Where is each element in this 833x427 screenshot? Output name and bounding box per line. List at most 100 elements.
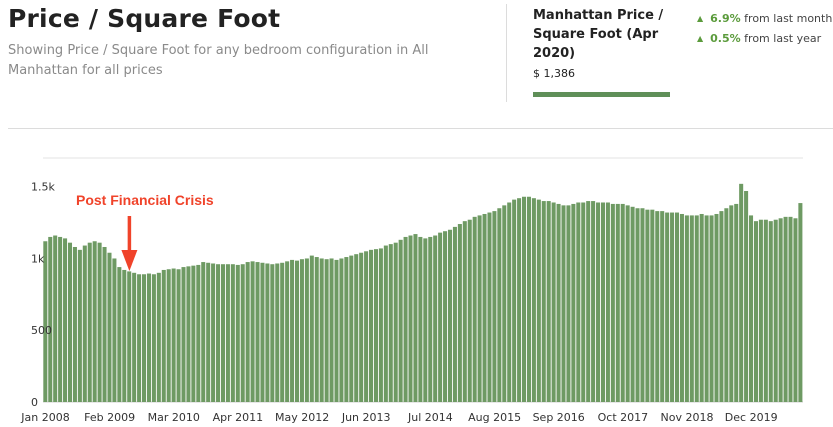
chart-bar[interactable]	[581, 202, 586, 402]
chart-bar[interactable]	[77, 249, 82, 402]
chart-bar[interactable]	[398, 239, 403, 402]
chart-bar[interactable]	[502, 205, 507, 402]
chart-bar[interactable]	[191, 265, 196, 402]
chart-bar[interactable]	[171, 268, 176, 402]
chart-bar[interactable]	[72, 246, 77, 402]
chart-bar[interactable]	[734, 203, 739, 402]
chart-bar[interactable]	[591, 201, 596, 402]
chart-bar[interactable]	[107, 252, 112, 402]
chart-bar[interactable]	[753, 221, 758, 402]
chart-bar[interactable]	[452, 226, 457, 402]
chart-bar[interactable]	[280, 262, 285, 402]
chart-bar[interactable]	[151, 274, 156, 402]
chart-bar[interactable]	[783, 216, 788, 402]
chart-bar[interactable]	[497, 208, 502, 402]
chart-bar[interactable]	[763, 219, 768, 402]
chart-bar[interactable]	[137, 274, 142, 402]
chart-bar[interactable]	[265, 263, 270, 402]
chart-bar[interactable]	[704, 215, 709, 402]
chart-bar[interactable]	[378, 248, 383, 402]
chart-bar[interactable]	[472, 216, 477, 402]
chart-bar[interactable]	[630, 206, 635, 402]
chart-bar[interactable]	[793, 218, 798, 402]
chart-bar[interactable]	[393, 242, 398, 402]
chart-bar[interactable]	[586, 201, 591, 402]
chart-bar[interactable]	[487, 212, 492, 402]
chart-bar[interactable]	[625, 205, 630, 402]
chart-bar[interactable]	[536, 199, 541, 402]
chart-bar[interactable]	[196, 264, 201, 402]
chart-bar[interactable]	[482, 213, 487, 402]
chart-bar[interactable]	[615, 203, 620, 402]
chart-bar[interactable]	[334, 259, 339, 402]
chart-bar[interactable]	[359, 252, 364, 402]
chart-bar[interactable]	[354, 254, 359, 402]
chart-bar[interactable]	[596, 202, 601, 402]
chart-bar[interactable]	[181, 267, 186, 402]
chart-bar[interactable]	[739, 183, 744, 402]
chart-bar[interactable]	[526, 196, 531, 402]
chart-bar[interactable]	[773, 219, 778, 402]
chart-bar[interactable]	[230, 264, 235, 402]
chart-bar[interactable]	[640, 208, 645, 402]
chart-bar[interactable]	[329, 258, 334, 402]
chart-bar[interactable]	[768, 221, 773, 402]
chart-bar[interactable]	[161, 269, 166, 402]
chart-bar[interactable]	[122, 269, 127, 402]
chart-bar[interactable]	[142, 274, 147, 402]
chart-bar[interactable]	[694, 215, 699, 402]
chart-bar[interactable]	[403, 236, 408, 402]
chart-bar[interactable]	[388, 244, 393, 402]
chart-bar[interactable]	[294, 260, 300, 402]
chart-bar[interactable]	[645, 209, 650, 402]
chart-bar[interactable]	[87, 242, 92, 402]
chart-bar[interactable]	[201, 262, 206, 402]
chart-bar[interactable]	[778, 218, 783, 402]
chart-bar[interactable]	[285, 261, 290, 402]
chart-bar[interactable]	[156, 272, 161, 402]
chart-bar[interactable]	[512, 199, 517, 402]
chart-bar[interactable]	[428, 236, 433, 402]
chart-bar[interactable]	[467, 219, 472, 402]
chart-bar[interactable]	[48, 236, 53, 402]
chart-bar[interactable]	[670, 212, 675, 402]
chart-bar[interactable]	[462, 221, 467, 402]
chart-bar[interactable]	[63, 238, 68, 402]
chart-bar[interactable]	[423, 238, 428, 402]
chart-bar[interactable]	[798, 203, 803, 402]
chart-bar[interactable]	[729, 205, 734, 402]
chart-bar[interactable]	[146, 273, 151, 402]
chart-bar[interactable]	[211, 263, 216, 402]
chart-bar[interactable]	[576, 202, 581, 402]
chart-bar[interactable]	[517, 198, 522, 402]
chart-bar[interactable]	[82, 245, 87, 402]
chart-bar[interactable]	[216, 264, 221, 402]
chart-bar[interactable]	[635, 208, 640, 402]
chart-bar[interactable]	[684, 215, 689, 402]
chart-bar[interactable]	[522, 196, 527, 402]
chart-bar[interactable]	[679, 213, 684, 402]
chart-bar[interactable]	[413, 234, 418, 402]
chart-bar[interactable]	[235, 264, 240, 402]
chart-bar[interactable]	[127, 271, 132, 402]
chart-bar[interactable]	[220, 264, 225, 402]
chart-bar[interactable]	[605, 202, 610, 402]
chart-bar[interactable]	[620, 203, 625, 402]
chart-bar[interactable]	[43, 241, 48, 402]
chart-bar[interactable]	[507, 202, 512, 402]
chart-bar[interactable]	[749, 215, 754, 402]
chart-bar[interactable]	[709, 215, 714, 402]
chart-bar[interactable]	[245, 262, 250, 402]
chart-bar[interactable]	[699, 213, 704, 402]
chart-bar[interactable]	[457, 224, 462, 402]
chart-bar[interactable]	[541, 201, 546, 402]
chart-bar[interactable]	[112, 258, 117, 402]
chart-bar[interactable]	[650, 209, 655, 402]
chart-bar[interactable]	[546, 201, 551, 402]
chart-bar[interactable]	[117, 267, 122, 402]
chart-bar[interactable]	[655, 211, 660, 402]
chart-bar[interactable]	[309, 255, 314, 402]
chart-bar[interactable]	[102, 246, 107, 402]
chart-bar[interactable]	[364, 251, 369, 402]
chart-bar[interactable]	[225, 264, 230, 402]
